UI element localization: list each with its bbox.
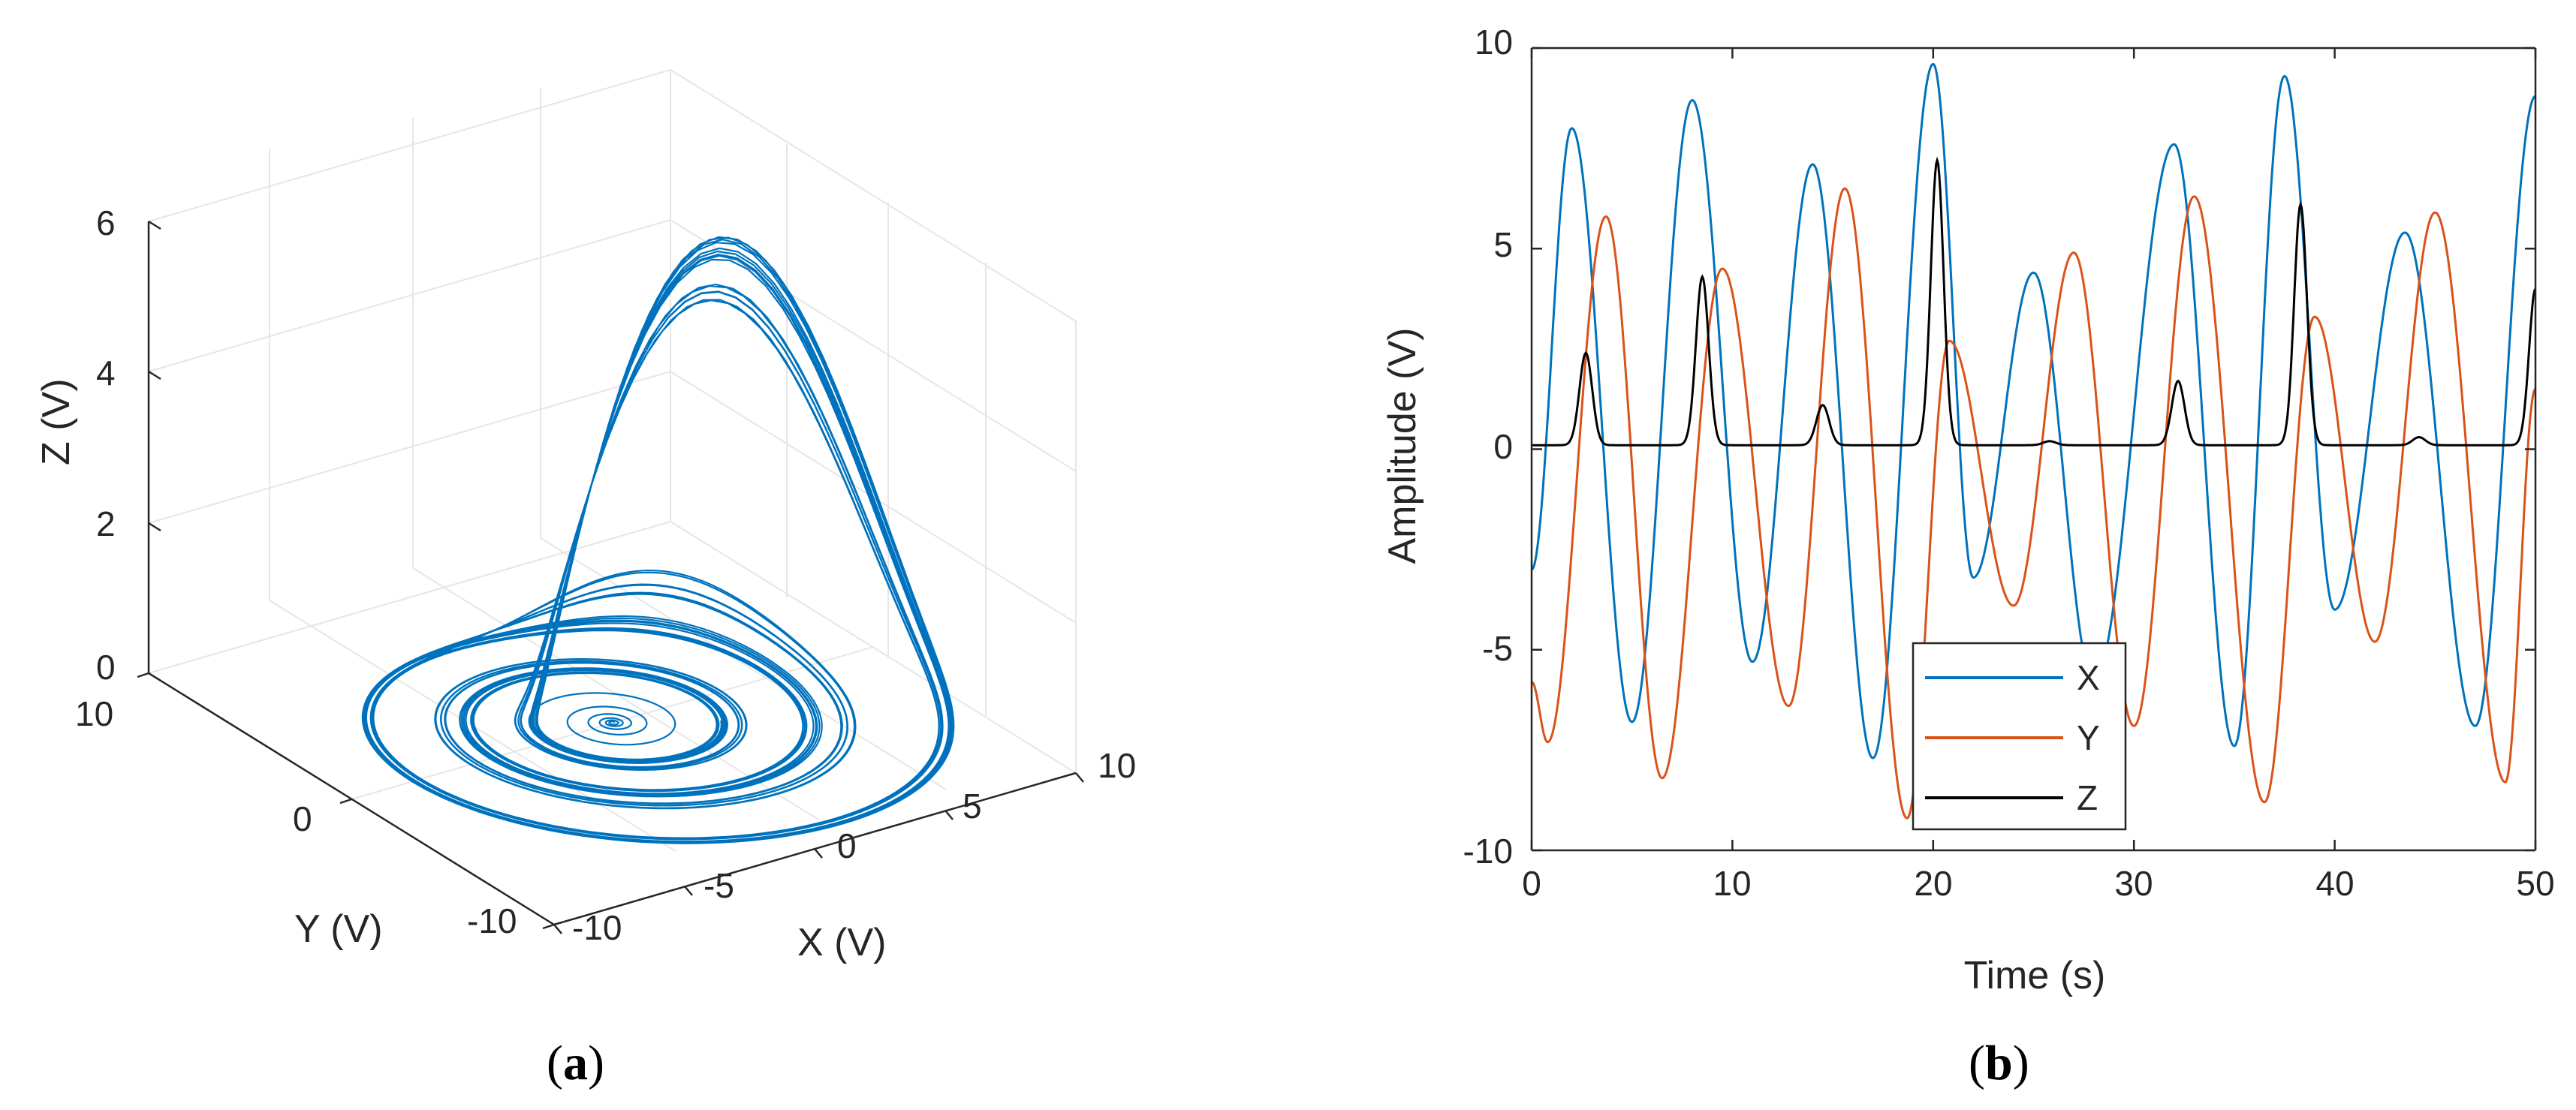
a-ytick-neg10: -10: [467, 901, 517, 940]
a-ytick-0: 0: [293, 799, 312, 838]
b-ytick-5: 5: [1493, 225, 1513, 264]
panel-a-3d-plot: 6 4 2 0 10 0 -10 -10 -5 0 5 10 Z (V) Y (…: [35, 69, 1136, 1090]
a-ylabel: Y (V): [294, 907, 383, 951]
panel-b-axes: [1530, 47, 2537, 852]
b-legend: X Y Z: [1912, 642, 2127, 831]
a-ytick-10: 10: [75, 694, 113, 733]
a-xtick-5: 5: [963, 787, 982, 826]
b-series-z-line: [1532, 156, 2537, 447]
a-xtick-10: 10: [1098, 746, 1136, 785]
a-xlabel: X (V): [797, 921, 886, 964]
b-xtick-0: 0: [1522, 864, 1541, 903]
panel-a-trajectory-series: [361, 236, 955, 844]
a-xtick-0: 0: [837, 826, 857, 865]
panel-label-a: (a): [547, 1036, 604, 1090]
panel-a-grid: [148, 69, 1077, 925]
b-xtick-20: 20: [1914, 864, 1952, 903]
panel-label-b: (b): [1969, 1036, 2029, 1090]
b-xlabel: Time (s): [1964, 954, 2106, 997]
a-ztick-4: 4: [96, 353, 116, 393]
a-ztick-2: 2: [96, 504, 116, 543]
b-ylabel: Amplitude (V): [1381, 328, 1424, 564]
panel-label-b-letter: b: [1985, 1036, 2013, 1090]
b-ytick-10: 10: [1475, 23, 1513, 62]
b-ytick-neg5: -5: [1482, 629, 1513, 668]
a-trajectory-line: [361, 236, 955, 844]
b-series-x-line: [1531, 62, 2536, 760]
b-legend-label-z: Z: [2077, 778, 2098, 817]
panel-b-series-group: [1531, 62, 2537, 820]
panel-a-axes: [137, 220, 1084, 934]
b-xtick-30: 30: [2114, 864, 2153, 903]
a-xtick-neg10: -10: [572, 908, 622, 947]
b-legend-label-x: X: [2077, 658, 2100, 697]
b-series-y-line: [1531, 187, 2536, 820]
b-ytick-neg10: -10: [1463, 832, 1513, 871]
b-xtick-10: 10: [1713, 864, 1751, 903]
b-xtick-40: 40: [2315, 864, 2354, 903]
b-legend-label-y: Y: [2077, 718, 2100, 757]
panel-b-time-series-plot: 10 5 0 -5 -10 0 10 20 30 40 50 Amplitude…: [1381, 23, 2555, 1090]
b-xtick-50: 50: [2516, 864, 2554, 903]
a-ztick-0: 0: [96, 648, 116, 687]
panel-label-a-letter: a: [563, 1036, 588, 1090]
a-ztick-6: 6: [96, 203, 116, 242]
a-zlabel: Z (V): [35, 378, 78, 465]
a-xtick-neg5: -5: [704, 866, 734, 905]
b-ytick-0: 0: [1493, 427, 1513, 466]
